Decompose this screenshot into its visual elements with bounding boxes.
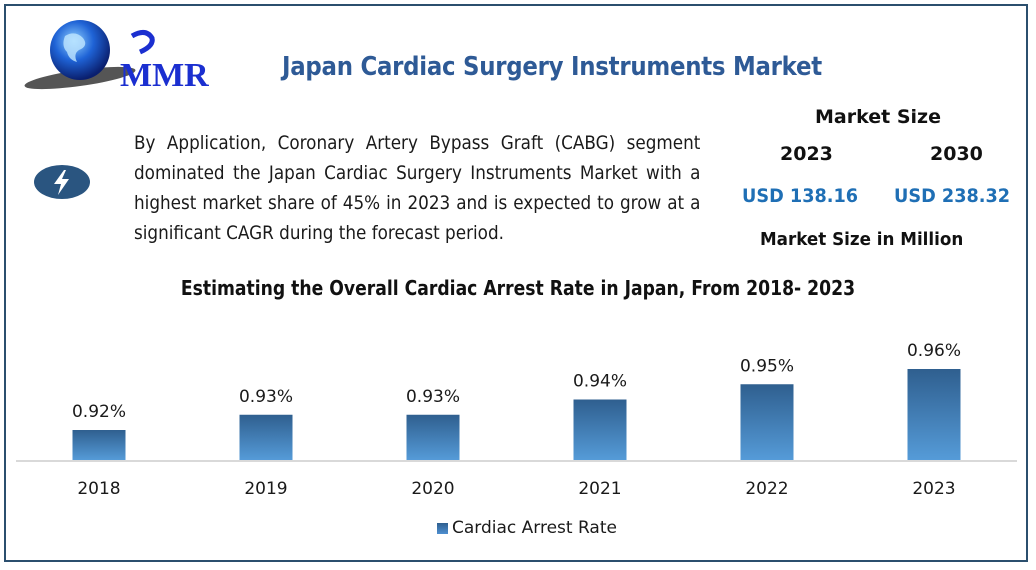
data-label-2023: 0.96% — [907, 341, 961, 361]
market-size-unit: Market Size in Million — [760, 229, 964, 250]
globe-icon — [50, 20, 110, 80]
market-size-title: Market Size — [815, 106, 941, 128]
data-label-2022: 0.95% — [740, 356, 794, 376]
bar-2020 — [406, 414, 460, 460]
x-tick-label-2022: 2022 — [745, 479, 788, 499]
data-label-2019: 0.93% — [239, 387, 293, 407]
market-size-year-2023: 2023 — [780, 143, 833, 165]
x-tick-label-2021: 2021 — [578, 479, 621, 499]
chart-legend: Cardiac Arrest Rate — [437, 518, 617, 538]
page-title: Japan Cardiac Surgery Instruments Market — [282, 52, 822, 82]
market-size-value-2030: USD 238.32 — [894, 185, 1011, 207]
bar-2022 — [740, 384, 794, 460]
bar-2021 — [573, 399, 627, 460]
bar-2018 — [72, 430, 126, 460]
mmr-logo: MMR — [24, 20, 209, 94]
x-tick-label-2019: 2019 — [244, 479, 287, 499]
logo-text: MMR — [120, 57, 209, 94]
infographic-frame — [4, 4, 1028, 562]
x-tick-label-2023: 2023 — [912, 479, 955, 499]
summary-text: By Application, Coronary Artery Bypass G… — [134, 132, 701, 244]
data-label-2020: 0.93% — [406, 387, 460, 407]
data-label-2018: 0.92% — [72, 402, 126, 422]
market-size-year-2030: 2030 — [930, 143, 983, 165]
legend-label: Cardiac Arrest Rate — [452, 518, 617, 538]
chart-title-text: Estimating the Overall Cardiac Arrest Ra… — [180, 276, 856, 300]
x-tick-label-2018: 2018 — [77, 479, 120, 499]
lightning-bolt-icon — [34, 165, 90, 199]
bar-2019 — [239, 414, 293, 460]
legend-swatch — [437, 522, 448, 534]
chart-title: Estimating the Overall Cardiac Arrest Ra… — [0, 276, 1036, 300]
bar-2023 — [907, 369, 961, 460]
market-size-value-2023: USD 138.16 — [742, 185, 859, 207]
data-label-2021: 0.94% — [573, 372, 627, 392]
x-tick-label-2020: 2020 — [411, 479, 454, 499]
